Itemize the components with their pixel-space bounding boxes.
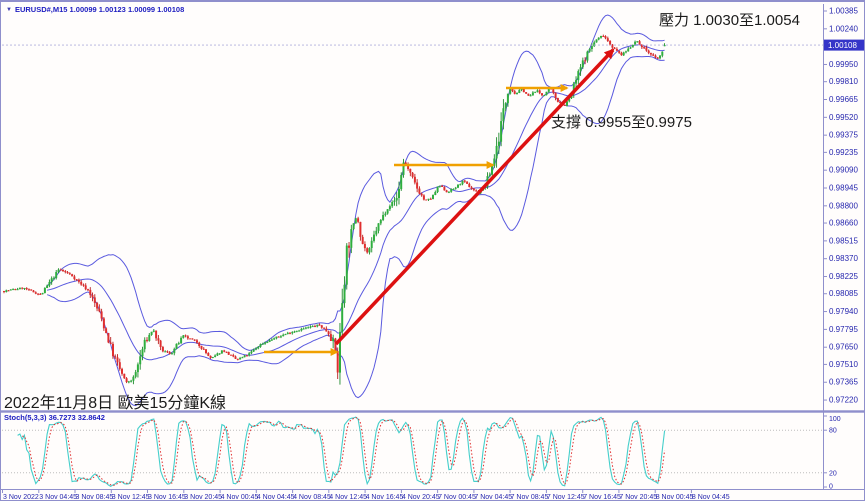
time-axis-label: 3 Nov 04:45 [39,494,77,501]
current-price-text: 1.00108 [828,41,857,50]
time-axis-label: 4 Nov 08:45 [293,494,331,501]
price-tick-label: 0.98085 [829,289,858,298]
time-axis-label: 3 Nov 2022 [3,494,39,501]
price-tick-label: 0.97220 [829,396,858,405]
price-tick-label: 0.97795 [829,325,858,334]
time-axis-label: 7 Nov 08:45 [511,494,549,501]
time-axis-label: 3 Nov 08:45 [76,494,114,501]
stoch-axis-label: 20 [829,470,837,477]
time-axis-label: 4 Nov 16:45 [366,494,404,501]
time-axis-label: 4 Nov 20:45 [402,494,440,501]
time-axis-label: 7 Nov 20:45 [619,494,657,501]
time-axis-label: 4 Nov 00:45 [221,494,259,501]
price-tick-label: 0.98660 [829,219,858,228]
price-tick-label: 0.99665 [829,95,858,104]
chart-title: ▼ EURUSD#,M15 1.00099 1.00123 1.00099 1.… [6,5,184,14]
price-tick-label: 0.98370 [829,254,858,263]
price-tick-label: 0.99950 [829,60,858,69]
date-annotation[interactable]: 2022年11月8日 歐美15分鐘K線 [4,395,227,412]
time-axis-label: 8 Nov 04:45 [692,494,730,501]
price-tick-label: 0.97940 [829,307,858,316]
price-tick-label: 0.97510 [829,360,858,369]
time-axis-area[interactable] [1,489,864,500]
stoch-axis-label: 0 [829,484,833,491]
support-annotation[interactable]: 支撐 0.9955至0.9975 [551,114,692,131]
price-tick-label: 0.97650 [829,343,858,352]
price-tick-label: 0.97365 [829,378,858,387]
price-tick-label: 1.00240 [829,24,858,33]
price-tick-label: 0.98800 [829,201,858,210]
resistance-annotation[interactable]: 壓力 1.0030至1.0054 [659,12,800,29]
price-tick-label: 0.98945 [829,184,858,193]
stoch-k-line [17,416,666,488]
panel-separator[interactable] [1,410,865,413]
stoch-axis-label: 80 [829,428,837,435]
price-tick-label: 0.98515 [829,236,858,245]
time-axis-label: 7 Nov 04:45 [474,494,512,501]
price-axis-area[interactable] [823,2,864,489]
price-tick-label: 0.99375 [829,131,858,140]
time-axis-label: 3 Nov 16:45 [148,494,186,501]
price-tick-label: 0.99520 [829,113,858,122]
stoch-axis-label: 100 [829,416,841,423]
price-axis-labels: 1.00385 1.00240 0.99950 0.99810 0.99665 0.995… [823,7,858,405]
price-tick-label: 0.98225 [829,272,858,281]
time-axis-label: 4 Nov 12:45 [329,494,367,501]
symbol-dropdown-icon[interactable]: ▼ [6,6,12,13]
time-axis-label: 3 Nov 12:45 [112,494,150,501]
time-axis-label: 4 Nov 04:45 [257,494,295,501]
bollinger-bands [46,14,665,407]
price-tick-label: 0.99235 [829,148,858,157]
time-axis-label: 7 Nov 12:45 [547,494,585,501]
chart-title-text: EURUSD#,M15 1.00099 1.00123 1.00099 1.00… [14,5,185,14]
indicator-label: Stoch(5,3,3) 36.7273 32.8642 [4,413,105,422]
price-tick-label: 1.00385 [829,7,858,16]
time-axis-label: 7 Nov 00:45 [438,494,476,501]
current-price-badge [824,39,864,51]
time-axis-label: 3 Nov 20:45 [184,494,222,501]
stochastic-plot [2,416,822,488]
stoch-d-line [22,417,666,486]
price-tick-label: 0.99810 [829,77,858,86]
trend-arrow[interactable] [334,48,615,346]
time-axis-label: 7 Nov 16:45 [583,494,621,501]
time-axis-label: 8 Nov 00:45 [656,494,694,501]
price-tick-label: 0.99090 [829,166,858,175]
